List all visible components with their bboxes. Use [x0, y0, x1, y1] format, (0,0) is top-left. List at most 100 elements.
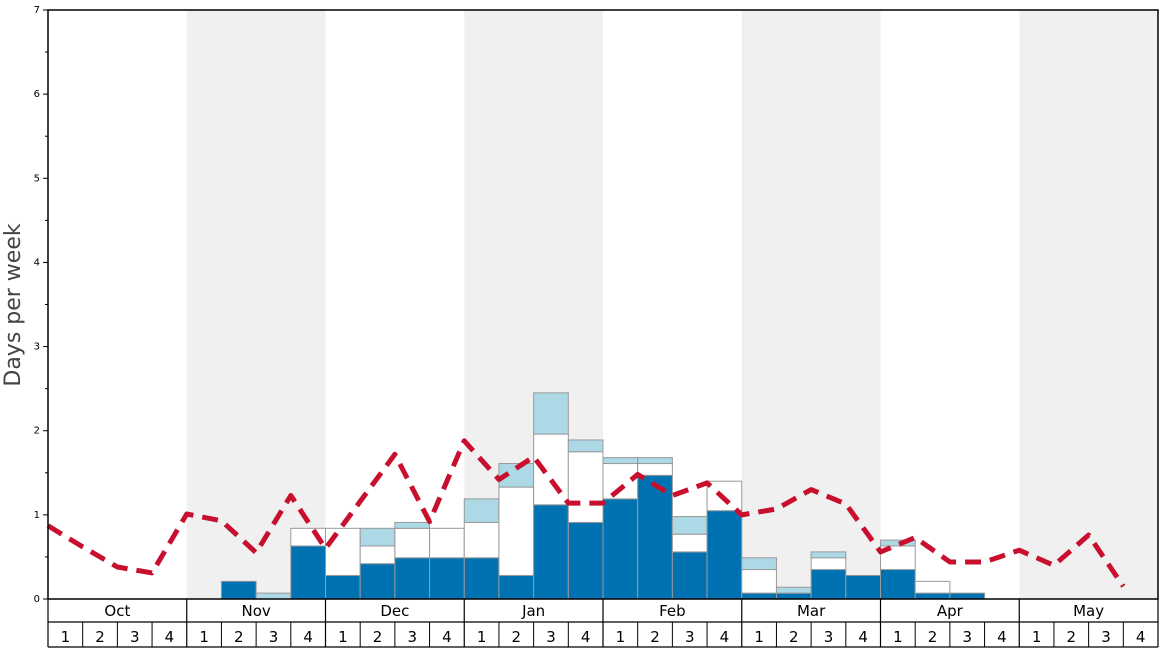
week-label: 1 — [338, 628, 348, 646]
bar-layer2-week-15 — [533, 433, 569, 506]
week-label: 1 — [477, 628, 487, 646]
bar-layer3-week-18 — [637, 457, 673, 465]
month-label-Oct: Oct — [104, 602, 130, 620]
bar-layer1-week-15 — [533, 504, 569, 600]
bar-layer1-week-10 — [359, 563, 396, 600]
bar-layer1-week-11 — [394, 557, 431, 600]
week-label: 2 — [1067, 628, 1077, 646]
bar-layer1-week-25 — [880, 569, 916, 600]
week-label: 2 — [234, 628, 244, 646]
bar-layer2-week-10 — [359, 545, 396, 565]
bar-layer1-week-16 — [567, 521, 604, 600]
y-tick-label: 2 — [34, 426, 40, 437]
month-shade-May — [1019, 10, 1158, 599]
bar-layer1-week-8 — [290, 545, 326, 600]
y-tick-label: 3 — [34, 342, 40, 353]
bar-layer2-week-17 — [602, 463, 639, 500]
bar-layer1-week-27 — [949, 592, 986, 600]
bar-layer2-week-18 — [637, 463, 673, 476]
bar-layer1-week-24 — [845, 574, 881, 600]
bar-layer2-week-19 — [671, 533, 708, 553]
bar-layer3-week-15 — [533, 392, 569, 435]
month-label-May: May — [1073, 602, 1104, 620]
bar-layer2-week-11 — [394, 527, 431, 559]
y-tick-label: 0 — [34, 594, 40, 605]
axes — [43, 9, 1159, 648]
week-label: 1 — [61, 628, 71, 646]
week-label: 2 — [928, 628, 938, 646]
week-label: 1 — [199, 628, 209, 646]
week-label: 3 — [130, 628, 140, 646]
week-label: 2 — [512, 628, 522, 646]
month-shading — [186, 10, 1158, 599]
bar-layer3-week-13 — [463, 498, 500, 523]
average-line-path — [46, 438, 1126, 588]
week-label: 3 — [962, 628, 972, 646]
week-label: 4 — [442, 628, 452, 646]
bar-layer3-week-21 — [741, 557, 777, 571]
week-label: 2 — [789, 628, 799, 646]
y-tick-label: 5 — [34, 173, 40, 184]
week-label: 4 — [1136, 628, 1146, 646]
bar-layer3-week-16 — [567, 439, 604, 453]
week-label: 4 — [858, 628, 868, 646]
bar-layer1-week-17 — [602, 498, 639, 600]
bar-layer1-week-26 — [914, 592, 951, 600]
month-label-Dec: Dec — [380, 602, 409, 620]
bar-layer3-week-22 — [775, 586, 812, 594]
week-label: 4 — [165, 628, 175, 646]
month-label-Mar: Mar — [797, 602, 826, 620]
week-label: 3 — [685, 628, 695, 646]
bar-layer3-week-19 — [671, 516, 708, 535]
bar-layer2-week-26 — [914, 580, 951, 594]
bar-layer1-week-9 — [325, 574, 361, 600]
week-label: 3 — [824, 628, 834, 646]
bar-layer1-week-20 — [706, 510, 743, 600]
week-label: 1 — [893, 628, 903, 646]
bar-layer3-week-11 — [394, 521, 431, 529]
bar-layer2-week-14 — [498, 486, 535, 576]
week-label: 4 — [997, 628, 1007, 646]
week-label: 2 — [95, 628, 105, 646]
week-label: 4 — [581, 628, 591, 646]
month-label-Jan: Jan — [521, 602, 545, 620]
bar-layer1-week-18 — [637, 474, 673, 600]
week-label: 3 — [1101, 628, 1111, 646]
week-label: 2 — [373, 628, 383, 646]
average-line — [46, 438, 1126, 588]
month-label-Nov: Nov — [241, 602, 270, 620]
bar-layer2-week-12 — [429, 527, 465, 559]
bar-layer3-week-23 — [810, 551, 847, 559]
y-tick-label: 4 — [34, 257, 40, 268]
bar-layer3-week-10 — [359, 527, 396, 547]
week-label: 1 — [754, 628, 764, 646]
bar-layer1-week-22 — [775, 592, 812, 600]
y-tick-label: 6 — [34, 89, 40, 100]
week-label: 3 — [407, 628, 417, 646]
week-label: 4 — [720, 628, 730, 646]
bar-layer2-week-9 — [325, 527, 361, 576]
bar-layer2-week-21 — [741, 569, 777, 594]
bar-layer1-week-6 — [220, 580, 257, 600]
bar-layer2-week-16 — [567, 451, 604, 523]
bar-layer1-week-19 — [671, 551, 708, 600]
bar-layer2-week-13 — [463, 521, 500, 559]
week-label: 1 — [616, 628, 626, 646]
week-label: 3 — [546, 628, 556, 646]
week-label: 2 — [650, 628, 660, 646]
y-tick-label: 7 — [34, 5, 40, 16]
bar-layer2-week-23 — [810, 557, 847, 571]
bar-layer1-week-23 — [810, 569, 847, 600]
month-label-Apr: Apr — [937, 602, 964, 620]
y-axis-label: Days per week — [1, 223, 26, 386]
bar-layer1-week-13 — [463, 557, 500, 600]
week-label: 4 — [303, 628, 313, 646]
axis-labels: 0 1 2 3 4 5 6 7 Oct Nov Dec Jan Feb Mar Apr May 1 2 3 4 1 2 3 4… — [34, 5, 1146, 646]
bar-layer3-week-7 — [255, 592, 292, 600]
bar-layer1-week-14 — [498, 574, 535, 600]
y-tick-label: 1 — [34, 510, 40, 521]
month-shade-Mar — [741, 10, 881, 599]
bar-layer3-week-25 — [880, 539, 916, 547]
month-shade-Nov — [186, 10, 326, 599]
month-label-Feb: Feb — [659, 602, 686, 620]
